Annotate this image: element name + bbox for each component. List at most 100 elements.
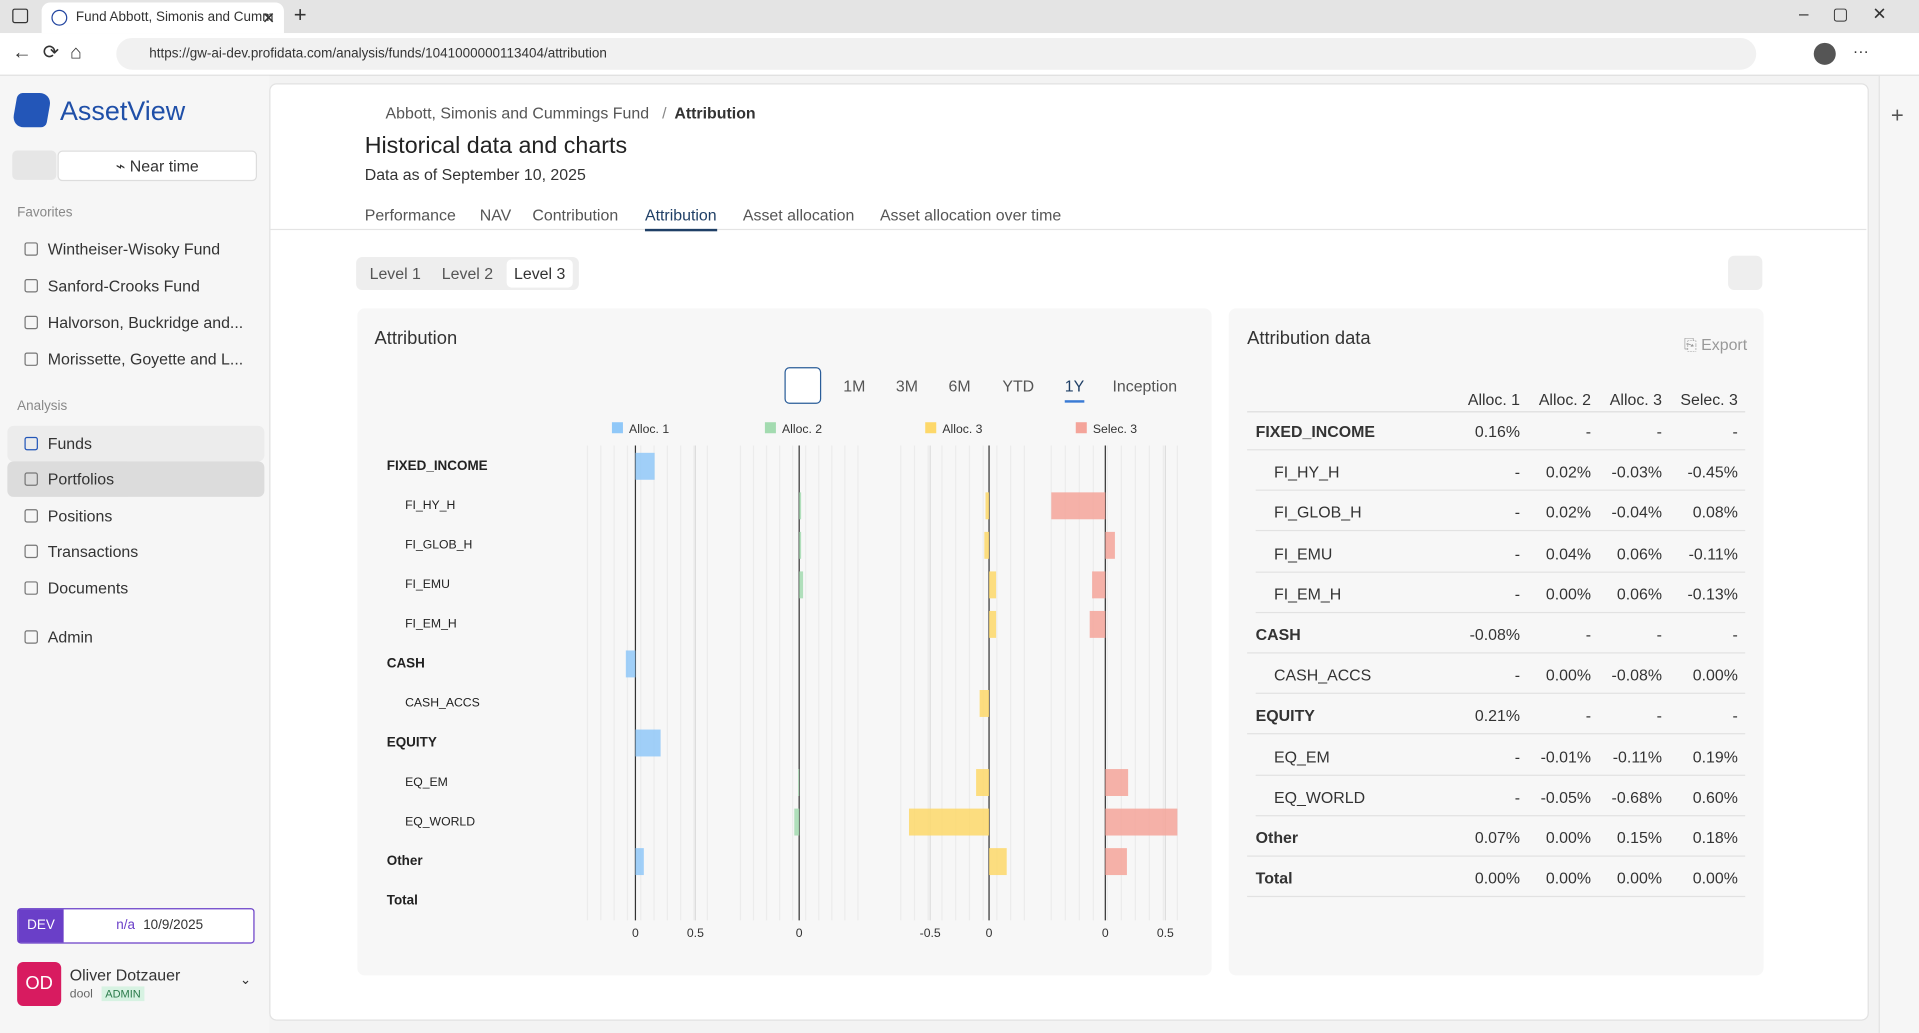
window-controls[interactable]: – ▢ ✕ <box>1799 3 1887 24</box>
chart: FIXED_INCOME FI_HY_H FI_GLOB_H FI_EMU FI_EM_… <box>387 422 1178 940</box>
tab-close[interactable]: ✕ <box>261 8 276 27</box>
row-label: EQ_WORLD <box>1274 787 1366 807</box>
nav-item[interactable]: Portfolios <box>7 461 265 497</box>
cell: 0.00% <box>1474 869 1521 888</box>
new-tab[interactable]: + <box>293 2 307 27</box>
level-button[interactable]: Level 2 <box>441 264 494 283</box>
x-tick-label: 0.5 <box>1157 926 1174 940</box>
nav-label: Portfolios <box>47 469 115 489</box>
favorite-item[interactable]: Sanford-Crooks Fund <box>7 268 264 303</box>
panel-toggle[interactable] <box>1728 255 1763 291</box>
level-button[interactable]: Level 3 <box>506 259 573 288</box>
tab[interactable]: Attribution <box>644 206 717 232</box>
cell: 0.00% <box>1545 666 1592 685</box>
legend-label: Alloc. 3 <box>942 422 982 436</box>
breadcrumb[interactable]: Abbott, Simonis and Cummings Fund <box>385 104 650 123</box>
bar <box>1089 610 1106 638</box>
cell: - <box>1656 422 1662 441</box>
nav-item[interactable]: Admin <box>7 619 264 654</box>
address-bar[interactable]: https://gw-ai-dev.profidata.com/analysis… <box>116 37 1757 70</box>
x-tick-label: 0 <box>1102 926 1109 940</box>
divider <box>269 228 1867 231</box>
cell: 0.21% <box>1474 706 1521 725</box>
tab[interactable]: Performance <box>364 205 456 224</box>
tab[interactable]: Asset allocation over time <box>879 205 1062 224</box>
breadcrumb: Attribution <box>674 104 756 123</box>
row-rule <box>1255 611 1746 613</box>
cell: - <box>1514 747 1521 766</box>
section-label: Analysis <box>17 398 68 414</box>
cell: - <box>1585 706 1592 725</box>
category-label: CASH <box>387 656 425 671</box>
nav-item[interactable]: Positions <box>7 498 264 533</box>
row-rule <box>1255 571 1746 573</box>
cell: 0.06% <box>1616 584 1662 604</box>
x-tick-label: 0 <box>986 926 993 940</box>
cell: -0.05% <box>1540 787 1592 807</box>
favorite-item[interactable]: Halvorson, Buckridge and... <box>7 305 264 340</box>
x-tick-label: 0 <box>632 926 639 940</box>
row-rule <box>1247 896 1746 898</box>
cell: - <box>1732 625 1738 644</box>
period-button[interactable]: YTD <box>1002 376 1035 396</box>
period-button[interactable]: 1M <box>843 376 866 396</box>
page-title: Historical data and charts <box>364 133 628 160</box>
cell: - <box>1585 422 1592 441</box>
bar <box>635 848 644 876</box>
period-button[interactable]: 1Y <box>1064 377 1085 403</box>
cell: - <box>1656 706 1662 725</box>
tab-actions[interactable] <box>12 8 29 24</box>
nav-item[interactable]: Documents <box>7 570 264 605</box>
row-rule <box>1255 530 1746 532</box>
bar <box>1051 492 1106 520</box>
env-badge: DEV n/a 10/9/2025 <box>17 908 255 944</box>
period-button[interactable]: 6M <box>948 376 971 396</box>
favorite-item[interactable]: Wintheiser-Wisoky Fund <box>7 231 264 266</box>
favorite-item[interactable]: Morissette, Goyette and L... <box>7 341 264 376</box>
user-login: dool <box>69 987 93 1002</box>
nav-label: Documents <box>47 578 129 598</box>
nav-item[interactable]: Funds <box>7 425 265 462</box>
favorite-label: Sanford-Crooks Fund <box>47 276 200 295</box>
cell: 0.15% <box>1616 828 1662 847</box>
calendar-button[interactable] <box>12 150 57 180</box>
near-time-button[interactable]: ⌁ Near time <box>57 150 258 182</box>
row-rule <box>1255 774 1746 776</box>
cell: 0.00% <box>1692 869 1738 888</box>
cell: 0.00% <box>1545 869 1592 888</box>
period-button[interactable]: Inception <box>1112 376 1178 396</box>
nav-buttons[interactable]: ← ⟳ ⌂ <box>12 42 82 64</box>
cell: 0.02% <box>1545 503 1592 522</box>
row-label: Total <box>1255 869 1293 888</box>
column-header: Selec. 3 <box>1680 390 1738 409</box>
cell: - <box>1732 706 1738 725</box>
tab[interactable]: Asset allocation <box>742 205 855 224</box>
export-button[interactable]: ⎘ Export <box>1684 335 1748 354</box>
date-picker[interactable] <box>784 367 822 404</box>
browser-tab[interactable]: Fund Abbott, Simonis and Cumm ✕ <box>41 2 284 34</box>
favorite-label: Wintheiser-Wisoky Fund <box>47 239 221 259</box>
bar <box>799 571 804 599</box>
user-menu[interactable]: ⌄ <box>239 972 252 988</box>
browser-sidebar: + <box>1878 75 1919 1033</box>
add-button[interactable]: + <box>1890 102 1904 128</box>
nav-label: Funds <box>47 434 92 453</box>
tab[interactable]: NAV <box>479 205 512 224</box>
tab[interactable]: Contribution <box>532 205 619 224</box>
cell: - <box>1514 584 1521 604</box>
menu[interactable]: ··· <box>1852 41 1869 60</box>
category-label: EQ_WORLD <box>405 814 475 828</box>
level-button[interactable]: Level 1 <box>369 264 421 283</box>
period-button[interactable]: 3M <box>895 376 918 396</box>
x-tick-label: 0 <box>796 926 803 940</box>
cell: -0.11% <box>1688 544 1738 563</box>
cell: 0.00% <box>1616 869 1662 888</box>
category-label: FI_EMU <box>405 577 450 591</box>
nav-label: Positions <box>47 506 113 526</box>
cell: 0.19% <box>1692 747 1738 766</box>
nav-item[interactable]: Transactions <box>7 534 264 569</box>
env-date: 10/9/2025 <box>143 917 204 933</box>
bar <box>635 729 661 757</box>
profile-avatar[interactable] <box>1813 42 1836 65</box>
